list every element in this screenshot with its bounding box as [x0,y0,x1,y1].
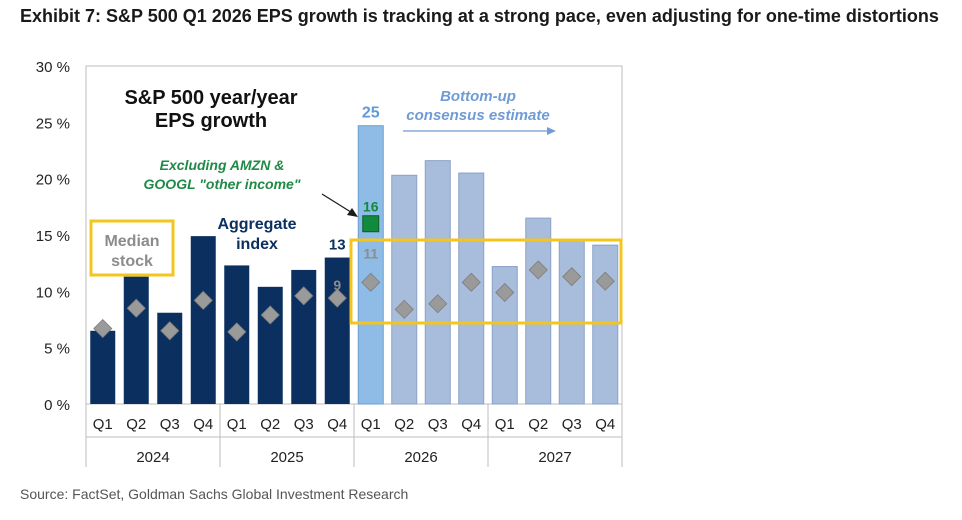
bar-aggregate-index [525,217,552,405]
x-tick-label: Q1 [93,416,113,433]
year-label: 2026 [404,449,437,466]
consensus-arrow-head [547,127,556,135]
excluding-arrow [321,193,355,215]
y-tick-label: 20 % [36,172,70,189]
excluding-arrow-head [347,208,358,217]
consensus-label: consensus estimate [406,107,549,124]
median-stock-marker [428,294,448,314]
estimate-highlight-box [349,238,623,325]
median-stock-marker [461,272,481,292]
page-title: Exhibit 7: S&P 500 Q1 2026 EPS growth is… [20,6,939,26]
year-label: 2027 [538,449,571,466]
data-label: 9 [333,277,341,293]
data-label: 25 [362,105,380,122]
median-stock-marker [193,290,213,310]
markers-layer [93,215,615,342]
consensus-label: Bottom-up [440,88,516,105]
x-tick-label: Q1 [495,416,515,433]
aggregate-index-label: index [236,236,278,253]
bar-aggregate-index [123,276,149,404]
year-label: 2024 [136,449,169,466]
excluding-label: GOOGL "other income" [144,176,301,192]
bar-aggregate-index [257,286,283,404]
labels-layer: 13 9 25 16 11 [329,105,380,293]
median-stock-marker [126,298,146,318]
median-stock-marker [227,322,247,342]
y-tick-label: 0 % [44,397,70,414]
bar-aggregate-index [391,174,418,405]
median-stock-marker [394,299,414,319]
x-tick-label: Q4 [461,416,481,433]
x-tick-label: Q3 [294,416,314,433]
x-tick-label: Q2 [528,416,548,433]
excluding-marker [362,215,380,233]
x-tick-label: Q3 [562,416,582,433]
x-tick-label: Q1 [361,416,381,433]
chart-title-line: S&P 500 year/year [124,87,297,109]
median-stock-label: stock [111,253,153,270]
bar-aggregate-index [458,172,485,405]
axes-layer: 0 % 5 % 10 % 15 % 20 % 25 % 30 % 2024 2025 2026 20… [36,59,623,467]
bar-aggregate-index [190,236,216,404]
x-tick-label: Q2 [394,416,414,433]
median-stock-marker [528,260,548,280]
bar-aggregate-index [424,160,451,405]
data-label: 13 [329,237,346,254]
median-stock-marker [595,271,615,291]
median-stock-marker [260,305,280,325]
x-tick-label: Q3 [160,416,180,433]
x-tick-label: Q4 [193,416,213,433]
year-label: 2025 [270,449,303,466]
median-stock-marker [294,286,314,306]
bar-aggregate-index [324,257,350,404]
chart-title-line: EPS growth [155,110,267,132]
x-tick-label: Q1 [227,416,247,433]
y-tick-label: 25 % [36,115,70,132]
aggregate-index-label: Aggregate [217,216,296,233]
median-stock-marker [93,318,113,339]
median-stock-marker [160,321,180,341]
y-tick-label: 5 % [44,341,70,358]
y-tick-label: 15 % [36,228,70,245]
bar-aggregate-index [90,330,116,404]
excluding-label: Excluding AMZN & [160,157,285,173]
median-stock-label: Median [104,233,159,250]
x-tick-label: Q3 [428,416,448,433]
median-stock-marker [327,288,347,308]
data-label: 11 [363,245,378,261]
source-note: Source: FactSet, Goldman Sachs Global In… [20,486,409,502]
x-tick-label: Q2 [126,416,146,433]
x-tick-label: Q4 [327,416,347,433]
median-stock-marker [562,267,582,287]
y-tick-label: 30 % [36,59,70,76]
bar-aggregate-index [592,244,619,405]
median-stock-marker [495,282,515,303]
x-tick-label: Q4 [595,416,615,433]
median-highlight-box [89,219,175,277]
x-tick-label: Q2 [260,416,280,433]
y-tick-label: 10 % [36,284,70,301]
median-stock-marker [361,272,381,292]
data-label: 16 [363,199,379,215]
bar-aggregate-index [357,125,384,405]
